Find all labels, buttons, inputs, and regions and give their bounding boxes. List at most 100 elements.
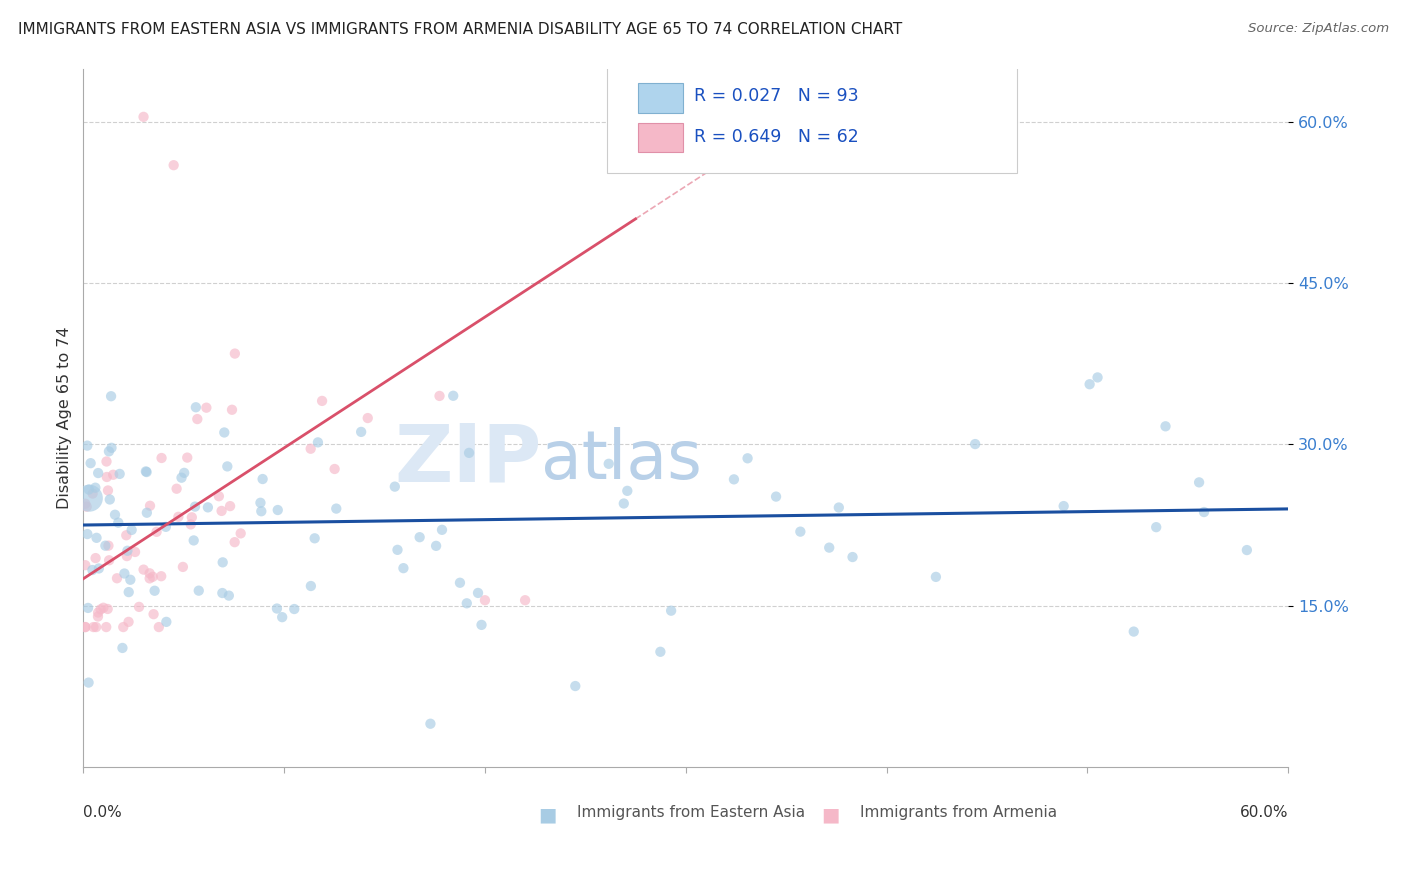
Point	[138, 566, 160, 581]
Text: 60.0%: 60.0%	[1240, 805, 1288, 820]
Point	[97, 483, 120, 498]
Point	[87, 466, 110, 480]
Point	[128, 599, 150, 614]
Point	[75, 558, 97, 573]
Point	[229, 526, 252, 541]
Point	[75, 620, 97, 634]
Point	[818, 541, 841, 555]
Point	[224, 535, 246, 549]
Point	[96, 620, 118, 634]
Text: 0.0%: 0.0%	[83, 805, 122, 820]
Text: Source: ZipAtlas.com: Source: ZipAtlas.com	[1249, 22, 1389, 36]
Text: atlas: atlas	[541, 426, 702, 492]
Point	[564, 679, 586, 693]
Point	[101, 467, 124, 482]
Point	[142, 570, 165, 584]
Point	[180, 517, 202, 532]
Point	[100, 389, 122, 403]
Point	[138, 571, 160, 585]
Point	[195, 401, 218, 415]
Point	[120, 573, 142, 587]
Point	[425, 539, 447, 553]
Point	[613, 496, 636, 510]
Point	[1122, 624, 1144, 639]
Point	[79, 456, 101, 470]
Point	[105, 571, 128, 585]
Point	[76, 527, 98, 541]
Point	[150, 450, 173, 465]
Point	[76, 439, 98, 453]
Point	[79, 491, 101, 505]
Point	[449, 575, 471, 590]
Point	[214, 425, 236, 440]
Point	[97, 602, 120, 616]
Point	[271, 610, 294, 624]
Point	[470, 618, 492, 632]
Point	[925, 570, 948, 584]
Bar	[637, 83, 683, 112]
Point	[76, 500, 98, 514]
Point	[187, 583, 209, 598]
Point	[180, 510, 202, 524]
Point	[86, 531, 108, 545]
Point	[217, 459, 239, 474]
Point	[211, 504, 233, 518]
Point	[267, 503, 290, 517]
Point	[77, 483, 100, 497]
Point	[456, 596, 478, 610]
Point	[143, 583, 166, 598]
Text: IMMIGRANTS FROM EASTERN ASIA VS IMMIGRANTS FROM ARMENIA DISABILITY AGE 65 TO 74 : IMMIGRANTS FROM EASTERN ASIA VS IMMIGRAN…	[18, 22, 903, 37]
Point	[184, 500, 207, 514]
Point	[155, 520, 177, 534]
Point	[98, 553, 121, 567]
Point	[84, 620, 107, 634]
Point	[737, 451, 759, 466]
Point	[96, 470, 118, 484]
Point	[616, 483, 638, 498]
Point	[166, 482, 188, 496]
Point	[117, 615, 139, 629]
Point	[304, 531, 326, 545]
Point	[77, 601, 100, 615]
Point	[219, 499, 242, 513]
Point	[87, 609, 110, 624]
Text: Immigrants from Armenia: Immigrants from Armenia	[860, 805, 1057, 820]
Point	[82, 563, 104, 577]
Point	[1053, 499, 1076, 513]
Point	[77, 675, 100, 690]
Point	[135, 464, 157, 478]
Point	[441, 389, 464, 403]
Point	[115, 528, 138, 542]
Point	[841, 549, 863, 564]
Point	[392, 561, 415, 575]
Point	[1192, 505, 1215, 519]
Point	[96, 454, 118, 468]
Point	[121, 523, 143, 537]
Point	[197, 500, 219, 515]
Point	[325, 501, 347, 516]
Point	[1078, 377, 1101, 392]
Point	[789, 524, 811, 539]
Point	[98, 492, 121, 507]
Point	[211, 555, 233, 569]
Point	[384, 480, 406, 494]
Point	[467, 586, 489, 600]
Point	[323, 462, 346, 476]
Point	[1154, 419, 1177, 434]
Point	[172, 560, 194, 574]
Point	[513, 593, 536, 607]
Point	[299, 442, 322, 456]
Point	[155, 615, 177, 629]
Point	[142, 607, 165, 622]
FancyBboxPatch shape	[607, 65, 1017, 173]
Point	[307, 435, 329, 450]
Point	[107, 516, 129, 530]
Text: ZIP: ZIP	[394, 420, 541, 499]
Point	[90, 602, 112, 616]
Point	[221, 402, 243, 417]
Point	[224, 346, 246, 360]
Point	[828, 500, 851, 515]
Point	[458, 446, 481, 460]
Point	[1087, 370, 1109, 384]
Text: ■: ■	[821, 805, 839, 824]
